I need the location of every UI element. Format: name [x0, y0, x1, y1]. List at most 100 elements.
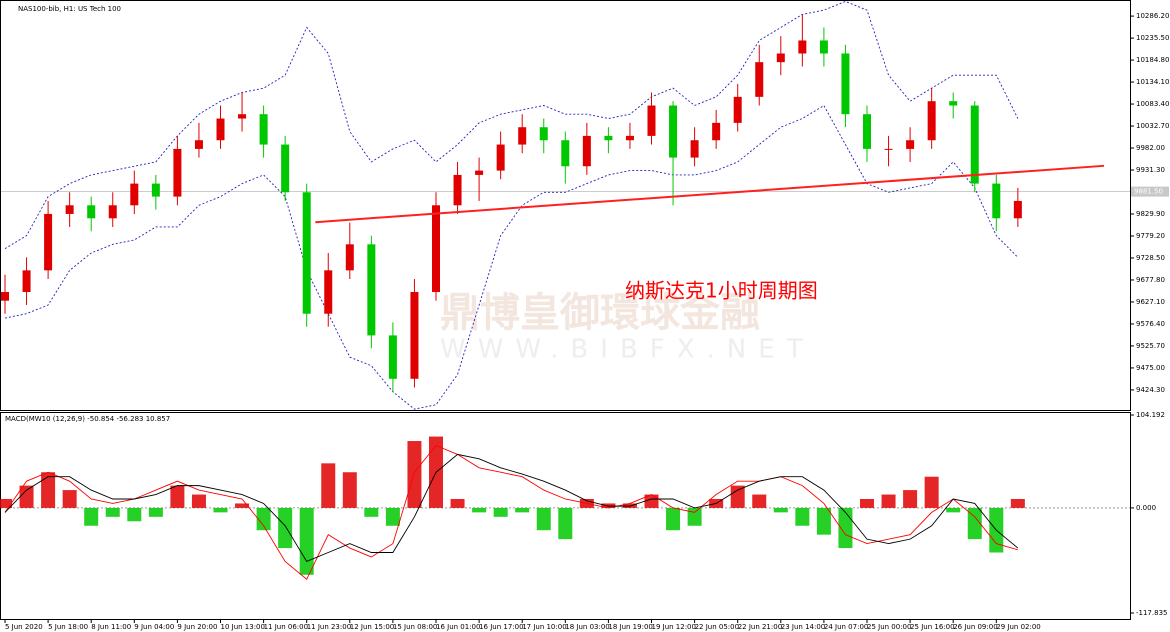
- macd-bar: [536, 507, 551, 531]
- x-tick-label: 22 Jun 21:00: [738, 623, 782, 631]
- candle-body: [884, 148, 893, 150]
- macd-bar: [450, 498, 465, 508]
- price-frame: [0, 0, 1131, 411]
- macd-bar: [558, 507, 573, 540]
- macd-bar: [903, 490, 918, 508]
- y-tick-label: 9475.00: [1136, 364, 1165, 372]
- y-tick-label: 9525.70: [1136, 342, 1165, 350]
- macd-bar: [773, 507, 788, 513]
- candle-body: [863, 114, 871, 149]
- candle-body: [345, 244, 354, 271]
- candle-body: [238, 114, 247, 119]
- candle-body: [1, 292, 9, 301]
- candle-body: [194, 140, 203, 149]
- x-tick-label: 12 Jun 15:00: [350, 623, 394, 631]
- candle-body: [216, 118, 225, 141]
- candle-body: [388, 335, 397, 379]
- candle-body: [173, 148, 182, 197]
- x-tick-label: 5 Jun 18:00: [48, 623, 88, 631]
- candle-body: [669, 105, 678, 158]
- candle-body: [367, 244, 376, 336]
- y-tick-label: 9779.20: [1136, 232, 1165, 240]
- macd-bar: [256, 507, 271, 531]
- candle-body: [410, 292, 419, 379]
- x-tick-label: 25 Jun 16:00: [910, 623, 954, 631]
- candle-body: [798, 40, 807, 54]
- candle-body: [475, 170, 484, 175]
- macd-bar: [105, 507, 120, 517]
- macd-bar: [644, 494, 659, 508]
- y-tick-label: 10235.50: [1136, 34, 1169, 42]
- macd-bar: [127, 507, 142, 522]
- candle-body: [582, 135, 591, 167]
- y-tick-label: 9424.30: [1136, 386, 1165, 394]
- macd-bar: [19, 485, 34, 508]
- candle-body: [927, 101, 936, 141]
- x-tick-label: 9 Jun 04:00: [134, 623, 174, 631]
- macd-bar: [515, 507, 530, 513]
- candle-body: [281, 144, 290, 193]
- band-upper: [4, 0, 1019, 250]
- macd-bar: [0, 498, 12, 508]
- candle-body: [755, 62, 764, 97]
- macd-bar: [860, 498, 874, 508]
- y-tick-label: 10134.10: [1136, 78, 1169, 86]
- candle-body: [992, 183, 1001, 219]
- macd-bar: [795, 507, 810, 526]
- candle-body: [1013, 200, 1022, 219]
- macd-bar: [84, 507, 99, 526]
- trend-line: [315, 164, 1105, 224]
- candle-body: [776, 53, 785, 63]
- x-tick-label: 5 Jun 2020: [5, 623, 43, 631]
- chart-title: NAS100-bib, H1: US Tech 100: [18, 5, 121, 13]
- macd-frame: [0, 412, 1131, 620]
- candle-body: [324, 270, 333, 314]
- candle-body: [44, 213, 53, 271]
- macd-bar: [1010, 498, 1025, 508]
- last-price-label: 9881.50: [1134, 188, 1163, 196]
- macd-bar: [191, 494, 206, 508]
- candle-body: [949, 101, 958, 106]
- candle-body: [151, 183, 160, 197]
- signal-line: [4, 453, 1019, 562]
- candle-body: [906, 140, 915, 149]
- y-tick-label: 10083.40: [1136, 100, 1169, 108]
- candle-body: [65, 205, 74, 214]
- x-tick-label: 22 Jun 05:00: [695, 623, 739, 631]
- candle-body: [690, 140, 699, 158]
- x-tick-label: 23 Jun 14:00: [781, 623, 825, 631]
- candle-body: [733, 96, 742, 123]
- macd-bar: [946, 507, 961, 513]
- x-tick-label: 19 Jun 12:00: [652, 623, 696, 631]
- candle-body: [625, 135, 634, 141]
- candle-body: [108, 205, 117, 219]
- y-tick-label: 0.000: [1136, 504, 1156, 512]
- macd-bar: [213, 507, 228, 513]
- y-tick-label: 9627.10: [1136, 298, 1165, 306]
- x-tick-label: 11 Jun 06:00: [264, 623, 308, 631]
- candle-body: [87, 205, 96, 219]
- y-tick-label: 9931.30: [1136, 166, 1165, 174]
- macd-bar: [687, 507, 702, 526]
- candle-body: [970, 105, 979, 184]
- y-tick-label: 9982.00: [1136, 144, 1165, 152]
- macd-bar: [62, 490, 77, 508]
- candle-body: [604, 135, 613, 141]
- candle-body: [841, 53, 850, 115]
- watermark: 鼎博皇御環球金融: [440, 290, 760, 336]
- macd-bar: [385, 507, 400, 526]
- watermark-url: WWW.BIBFX.NET: [440, 335, 815, 365]
- x-tick-label: 18 Jun 03:00: [565, 623, 609, 631]
- candle-body: [518, 127, 527, 145]
- y-tick-label: 104.192: [1136, 411, 1165, 419]
- y-tick-label: 9677.80: [1136, 276, 1165, 284]
- x-tick-label: 26 Jun 09:00: [953, 623, 997, 631]
- candle-body: [712, 122, 721, 141]
- macd-bar: [472, 507, 487, 513]
- x-tick-label: 16 Jun 17:00: [479, 623, 523, 631]
- macd-bar: [881, 494, 896, 508]
- x-tick-label: 17 Jun 10:00: [522, 623, 566, 631]
- macd-bar: [407, 441, 422, 508]
